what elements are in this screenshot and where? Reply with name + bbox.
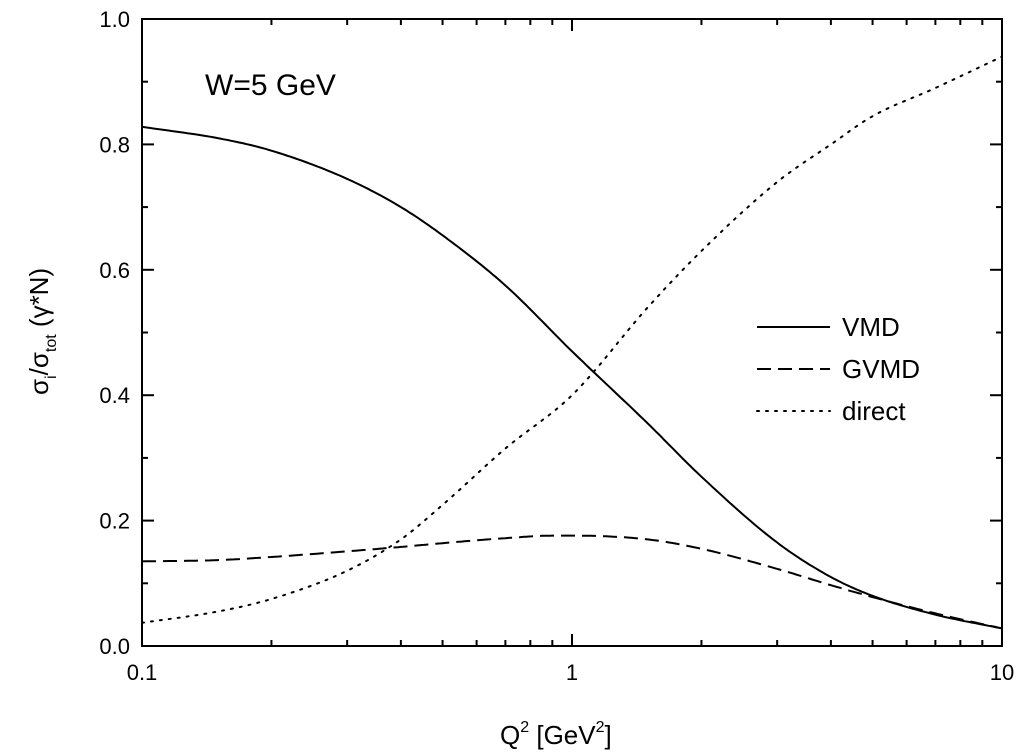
x-axis-title: Q2 [GeV2]: [500, 719, 612, 750]
y-axis-title: σi/σtot (γ*N): [24, 268, 60, 395]
series-layer: [141, 55, 1003, 630]
tick-labels: 0.1 1 10 0.0 0.2 0.4 0.6 0.8 1.0: [99, 7, 1014, 685]
plot-frame: [141, 18, 1003, 647]
y-tick-label: 1.0: [99, 7, 130, 32]
y-tick-label: 0.2: [99, 509, 130, 534]
x-tick-label: 0.1: [127, 660, 158, 685]
y-tick-label: 0.0: [99, 634, 130, 659]
x-tick-label: 1: [566, 660, 578, 685]
y-tick-label: 0.8: [99, 132, 130, 157]
legend-label-gvmd: GVMD: [842, 354, 920, 384]
chart-annotation: W=5 GeV: [205, 69, 336, 102]
series-line-vmd: [141, 125, 1003, 630]
y-tick-label: 0.6: [99, 258, 130, 283]
y-tick-label: 0.4: [99, 383, 130, 408]
legend-label-vmd: VMD: [842, 312, 900, 342]
legend-label-direct: direct: [842, 396, 906, 426]
legend: VMD GVMD direct: [756, 312, 920, 426]
x-tick-label: 10: [990, 660, 1014, 685]
series-line-gvmd: [141, 534, 1003, 630]
